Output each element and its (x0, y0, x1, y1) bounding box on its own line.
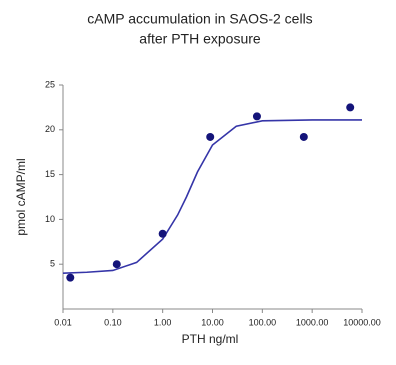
x-tick-label: 10000.00 (343, 317, 381, 327)
y-tick-label: 25 (45, 79, 55, 89)
y-tick-label: 10 (45, 214, 55, 224)
fit-curve (62, 119, 362, 274)
data-point (158, 229, 167, 238)
x-tick-label: 1000.00 (296, 317, 329, 327)
x-tick-label: 100.00 (249, 317, 277, 327)
chart-title: after PTH exposure (139, 31, 261, 47)
data-point (299, 132, 308, 141)
data-point (252, 112, 261, 121)
data-point (346, 103, 355, 112)
y-axis-label: pmol cAMP/ml (14, 158, 28, 235)
y-tick-label: 15 (45, 169, 55, 179)
chart-title: cAMP accumulation in SAOS-2 cells (87, 11, 312, 27)
y-tick-label: 5 (50, 259, 55, 269)
x-tick-label: 10.00 (201, 317, 224, 327)
x-axis-label: PTH ng/ml (182, 332, 239, 346)
x-tick-label: 0.10 (104, 317, 122, 327)
data-point (112, 260, 121, 269)
x-tick-label: 0.01 (54, 317, 72, 327)
y-tick-label: 20 (45, 124, 55, 134)
data-point (66, 273, 75, 282)
data-point (206, 132, 215, 141)
x-tick-label: 1.00 (154, 317, 172, 327)
